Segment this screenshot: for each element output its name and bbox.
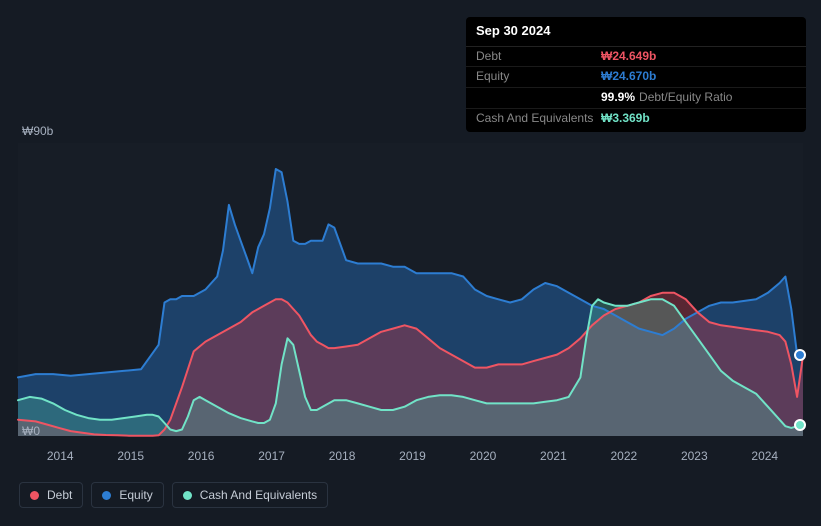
y-axis-label: ₩90b: [22, 124, 53, 138]
legend-label: Debt: [47, 488, 72, 502]
equity-end-marker: [794, 349, 806, 361]
tooltip-value: ₩24.670b: [601, 69, 656, 85]
x-axis-label: 2020: [448, 449, 518, 463]
tooltip-label: [476, 90, 601, 106]
x-axis-label: 2021: [518, 449, 588, 463]
chart-legend: Debt Equity Cash And Equivalents: [19, 482, 328, 508]
tooltip-value: ₩24.649b: [601, 49, 656, 65]
legend-label: Equity: [119, 488, 152, 502]
x-axis-label: 2022: [589, 449, 659, 463]
tooltip-value: 99.9%: [601, 90, 635, 106]
legend-item-cash-and-equivalents[interactable]: Cash And Equivalents: [172, 482, 328, 508]
x-axis-labels: 2014201520162017201820192020202120222023…: [25, 449, 800, 463]
x-axis-label: 2024: [730, 449, 800, 463]
tooltip-label: Cash And Equivalents: [476, 111, 601, 127]
tooltip-row: Cash And Equivalents₩3.369b: [466, 109, 806, 133]
tooltip-row: Equity₩24.670b: [466, 67, 806, 88]
tooltip-suffix: Debt/Equity Ratio: [639, 90, 732, 106]
tooltip-value: ₩3.369b: [601, 111, 650, 127]
tooltip-row: Debt₩24.649b: [466, 47, 806, 68]
tooltip-row: 99.9%Debt/Equity Ratio: [466, 88, 806, 109]
legend-item-debt[interactable]: Debt: [19, 482, 83, 508]
x-axis-label: 2017: [236, 449, 306, 463]
x-axis-label: 2014: [25, 449, 95, 463]
chart-tooltip: Sep 30 2024 Debt₩24.649bEquity₩24.670b99…: [466, 17, 806, 132]
x-axis-label: 2019: [377, 449, 447, 463]
legend-item-equity[interactable]: Equity: [91, 482, 163, 508]
cash-end-marker: [794, 419, 806, 431]
x-axis-label: 2016: [166, 449, 236, 463]
tooltip-label: Debt: [476, 49, 601, 65]
legend-label: Cash And Equivalents: [200, 488, 317, 502]
x-axis-label: 2015: [95, 449, 165, 463]
x-axis-label: 2023: [659, 449, 729, 463]
x-axis-label: 2018: [307, 449, 377, 463]
legend-swatch: [183, 491, 192, 500]
legend-swatch: [30, 491, 39, 500]
tooltip-label: Equity: [476, 69, 601, 85]
legend-swatch: [102, 491, 111, 500]
y-axis-label: ₩0: [22, 424, 40, 438]
tooltip-date: Sep 30 2024: [466, 17, 806, 47]
